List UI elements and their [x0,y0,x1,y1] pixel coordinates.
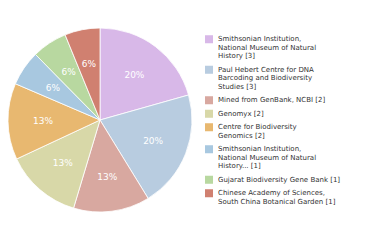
data-label: 20% [143,136,163,146]
legend-swatch [205,189,213,197]
legend-label-line: Paul Hebert Centre for DNA [218,66,314,74]
legend-label-line: History... [1] [218,162,261,170]
data-labels: 20%20%13%13%13%6%6%6% [33,59,164,182]
legend-label-line: Smithsonian Institution, [218,145,301,153]
legend-label: Smithsonian Institution,National Museum … [218,145,316,170]
legend-item: Chinese Academy of Sciences,South China … [205,189,336,206]
legend-label-line: Barcoding and Biodiversity [218,74,312,82]
legend-swatch [205,35,213,43]
legend-swatch [205,145,213,153]
legend-item: Genomyx [2] [205,110,264,118]
legend-item: Centre for BiodiversityGenomics [2] [205,123,297,140]
legend-label-line: Smithsonian Institution, [218,35,301,43]
legend-label-line: History [3] [218,52,255,60]
legend-label: Gujarat Biodiversity Gene Bank [1] [218,176,340,184]
data-label: 13% [33,116,53,126]
legend-label-line: Genomyx [2] [218,110,264,118]
legend-label-line: Studies [3] [218,83,256,91]
data-label: 20% [124,70,144,80]
legend-swatch [205,110,213,118]
legend-swatch [205,66,213,74]
legend-item: Mined from GenBank, NCBI [2] [205,96,326,104]
data-label: 6% [46,83,61,93]
legend-label-line: Centre for Biodiversity [218,123,297,131]
data-label: 13% [97,172,117,182]
legend-label-line: Gujarat Biodiversity Gene Bank [1] [218,176,340,184]
chart: 20%20%13%13%13%6%6%6%Smithsonian Institu… [0,0,380,240]
legend-label-line: Mined from GenBank, NCBI [2] [218,96,326,104]
legend-item: Smithsonian Institution,National Museum … [205,145,316,170]
legend-item: Smithsonian Institution,National Museum … [205,35,316,60]
pie [8,28,192,212]
legend-label: Centre for BiodiversityGenomics [2] [218,123,297,140]
legend-label: Genomyx [2] [218,110,264,118]
legend-swatch [205,176,213,184]
legend-label: Mined from GenBank, NCBI [2] [218,96,326,104]
legend-item: Gujarat Biodiversity Gene Bank [1] [205,176,340,184]
legend-swatch [205,96,213,104]
data-label: 13% [53,158,73,168]
legend-label: Smithsonian Institution,National Museum … [218,35,316,60]
data-label: 6% [61,67,76,77]
legend-label-line: South China Botanical Garden [1] [218,198,336,206]
legend: Smithsonian Institution,National Museum … [205,35,340,206]
legend-item: Paul Hebert Centre for DNABarcoding and … [205,66,314,91]
legend-label-line: Chinese Academy of Sciences, [218,189,325,197]
legend-label: Chinese Academy of Sciences,South China … [218,189,336,206]
legend-label-line: National Museum of Natural [218,154,316,162]
legend-swatch [205,123,213,131]
legend-label: Paul Hebert Centre for DNABarcoding and … [218,66,314,91]
legend-label-line: National Museum of Natural [218,44,316,52]
data-label: 6% [82,59,97,69]
legend-label-line: Genomics [2] [218,132,265,140]
